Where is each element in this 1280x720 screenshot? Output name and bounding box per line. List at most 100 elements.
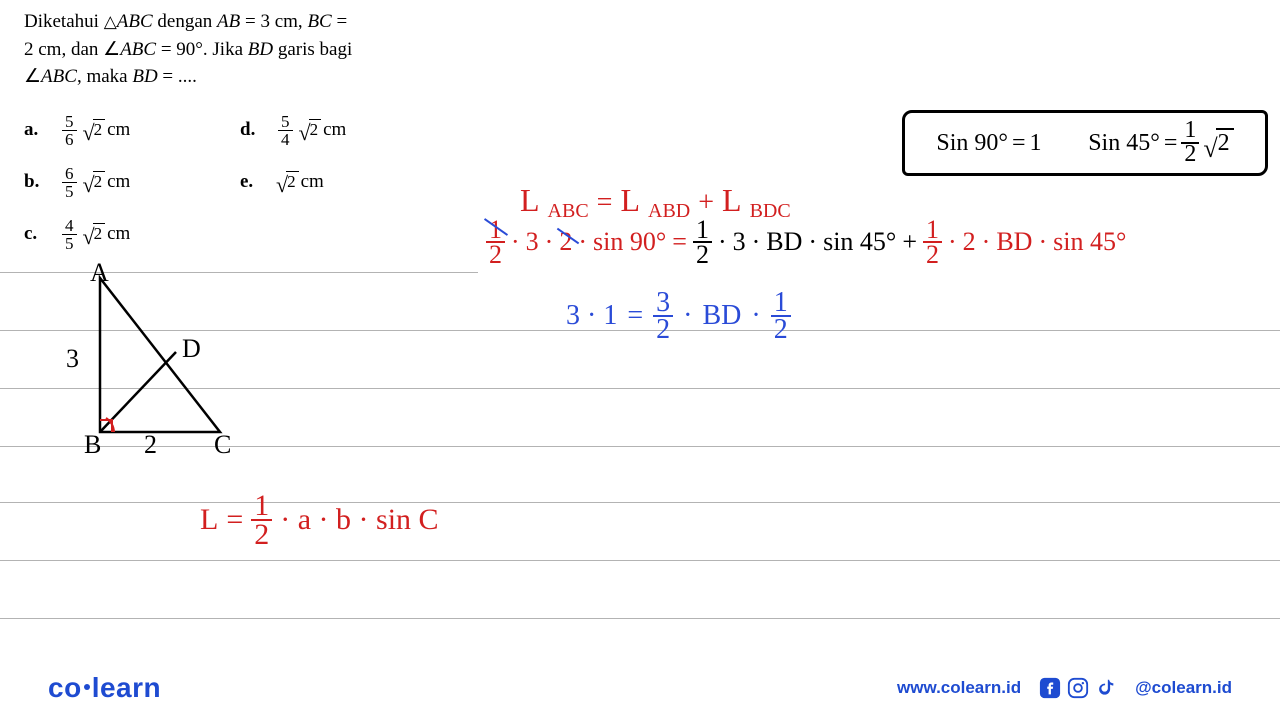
text: sin 45° bbox=[823, 227, 896, 257]
dot: · bbox=[683, 300, 692, 332]
unit: cm bbox=[107, 119, 130, 141]
reference-box: Sin 90° = 1 Sin 45° = 12 2 bbox=[902, 110, 1268, 176]
text: Diketahui bbox=[24, 11, 104, 32]
expansion-equation: 1 2 · 3 · 2 · sin 90° = 1 2 · 3 · BD · s… bbox=[486, 218, 1126, 267]
text: = 3 cm, bbox=[240, 11, 307, 32]
angle-symbol: ∠ bbox=[24, 66, 41, 87]
text: ABC bbox=[41, 66, 77, 87]
vertex-c: C bbox=[214, 430, 231, 460]
facebook-icon bbox=[1039, 677, 1061, 699]
radicand: 2 bbox=[93, 119, 106, 142]
text: BD bbox=[766, 227, 802, 257]
text: 2 cm, dan bbox=[24, 39, 103, 60]
fraction-den: 2 bbox=[923, 243, 942, 266]
instagram-icon bbox=[1067, 677, 1089, 699]
radicand: 2 bbox=[286, 171, 299, 194]
dot: · bbox=[982, 227, 991, 257]
area-equation: L ABC = L ABD + L BDC bbox=[520, 182, 791, 219]
dot: · bbox=[948, 227, 957, 257]
logo-part: co bbox=[48, 672, 82, 703]
choice-d: d. 54 √2 cm bbox=[240, 104, 346, 156]
text: , maka bbox=[77, 66, 132, 87]
dot: · bbox=[808, 227, 817, 257]
fraction-den: 5 bbox=[62, 235, 77, 252]
fraction-num: 6 bbox=[62, 165, 77, 183]
side-length-ab: 3 bbox=[66, 344, 79, 374]
social-icons bbox=[1039, 677, 1117, 699]
fraction-den: 2 bbox=[693, 243, 712, 266]
rule-line bbox=[0, 618, 1280, 619]
text: BD bbox=[132, 66, 157, 87]
text: = .... bbox=[158, 66, 197, 87]
text: = 90°. Jika bbox=[156, 39, 248, 60]
fraction-den: 4 bbox=[278, 131, 293, 148]
fraction-num: 1 bbox=[251, 492, 272, 521]
unit: cm bbox=[323, 119, 346, 141]
radicand: 2 bbox=[309, 119, 322, 142]
logo-dot-icon bbox=[84, 684, 90, 690]
side-length-bc: 2 bbox=[144, 430, 157, 460]
dot: · bbox=[752, 227, 761, 257]
angle-symbol: ∠ bbox=[103, 39, 120, 60]
choice-label: c. bbox=[24, 223, 58, 245]
fraction-den: 2 bbox=[251, 521, 272, 548]
fraction-num: 3 bbox=[653, 290, 673, 317]
text: 3 bbox=[733, 227, 746, 257]
colearn-logo: colearn bbox=[48, 672, 161, 704]
text: BD bbox=[996, 227, 1032, 257]
text: 3 · 1 bbox=[566, 300, 617, 332]
text: sin 90° bbox=[593, 227, 666, 257]
triangle-diagram: A B C D 3 2 bbox=[60, 272, 260, 462]
footer: colearn www.colearn.id @colearn.id bbox=[0, 660, 1280, 720]
ref-sin90-lhs: Sin 90° bbox=[936, 130, 1008, 157]
fraction-num: 5 bbox=[62, 113, 77, 131]
radicand: 2 bbox=[1216, 128, 1234, 159]
text: L bbox=[620, 182, 640, 219]
fraction-num: 4 bbox=[62, 217, 77, 235]
equals: = bbox=[1164, 130, 1178, 157]
dot: · bbox=[1038, 227, 1047, 257]
choice-label: b. bbox=[24, 171, 58, 193]
footer-right: www.colearn.id @colearn.id bbox=[897, 677, 1232, 699]
dot: · bbox=[510, 227, 520, 257]
fraction-den: 2 bbox=[771, 317, 791, 342]
fraction-den: 6 bbox=[62, 131, 77, 148]
text: ABC bbox=[117, 11, 153, 32]
dot: · bbox=[578, 227, 587, 257]
choice-b: b. 65 √2 cm bbox=[24, 156, 130, 208]
fraction-num: 1 bbox=[771, 290, 791, 317]
area-formula: L = 12 · a · b · sin C bbox=[200, 492, 439, 548]
choice-c: c. 45 √2 cm bbox=[24, 208, 130, 260]
equals: = bbox=[597, 187, 613, 219]
triangle-symbol: △ bbox=[104, 12, 117, 31]
text: sin 45° bbox=[1053, 227, 1126, 257]
simplified-equation: 3 · 1 = 32 · BD · 12 bbox=[566, 290, 791, 342]
text: ABC bbox=[120, 39, 156, 60]
dot: · bbox=[545, 227, 554, 257]
text: dengan bbox=[153, 11, 217, 32]
radicand: 2 bbox=[93, 171, 106, 194]
text: 2 bbox=[963, 227, 976, 257]
choices: a. 56 √2 cm b. 65 √2 cm c. 45 bbox=[24, 104, 130, 260]
plus: + bbox=[902, 227, 917, 257]
equals: = bbox=[226, 503, 243, 537]
unit: cm bbox=[107, 171, 130, 193]
text: · a · b · sin C bbox=[280, 503, 438, 537]
text: = bbox=[332, 11, 347, 32]
footer-url: www.colearn.id bbox=[897, 678, 1021, 698]
radicand: 2 bbox=[93, 223, 106, 246]
vertex-a: A bbox=[90, 258, 109, 288]
text: L bbox=[722, 182, 742, 219]
text: BD bbox=[248, 39, 273, 60]
vertex-b: B bbox=[84, 430, 101, 460]
page: Diketahui △ABC dengan AB = 3 cm, BC = 2 … bbox=[0, 0, 1280, 720]
fraction-den: 2 bbox=[486, 243, 505, 266]
choice-a: a. 56 √2 cm bbox=[24, 104, 130, 156]
unit: cm bbox=[301, 171, 324, 193]
dot: · bbox=[718, 227, 727, 257]
text: L bbox=[200, 503, 218, 537]
rule-line bbox=[0, 560, 1280, 561]
text: AB bbox=[217, 11, 240, 32]
unit: cm bbox=[107, 223, 130, 245]
equals: = bbox=[627, 300, 643, 332]
